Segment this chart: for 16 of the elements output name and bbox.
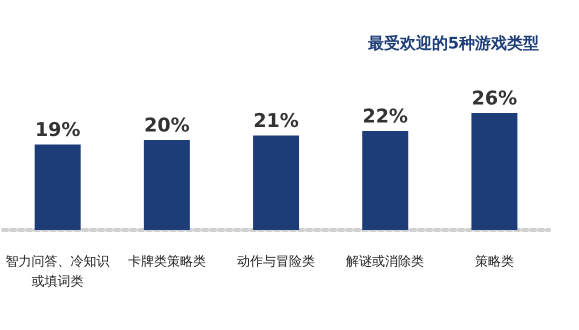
- data-label: 22%: [362, 106, 408, 128]
- bar: [253, 136, 300, 230]
- data-label: 19%: [34, 119, 80, 141]
- data-label: 20%: [144, 114, 190, 136]
- bar: [362, 131, 408, 230]
- bar: [471, 113, 518, 230]
- x-tick-label: 卡牌类策略类: [128, 254, 206, 270]
- bar: [144, 140, 190, 230]
- data-label: 26%: [472, 88, 518, 110]
- x-tick-label: 动作与冒险类: [237, 254, 316, 270]
- x-tick-label: 解谜或消除类: [346, 254, 424, 270]
- data-label: 21%: [253, 110, 299, 132]
- x-tick-label: 策略类: [474, 254, 514, 270]
- bar: [34, 144, 81, 230]
- chart-title: 最受欢迎的5种游戏类型: [366, 34, 540, 52]
- x-tick-label: 智力问答、冷知识或填词类: [6, 254, 110, 290]
